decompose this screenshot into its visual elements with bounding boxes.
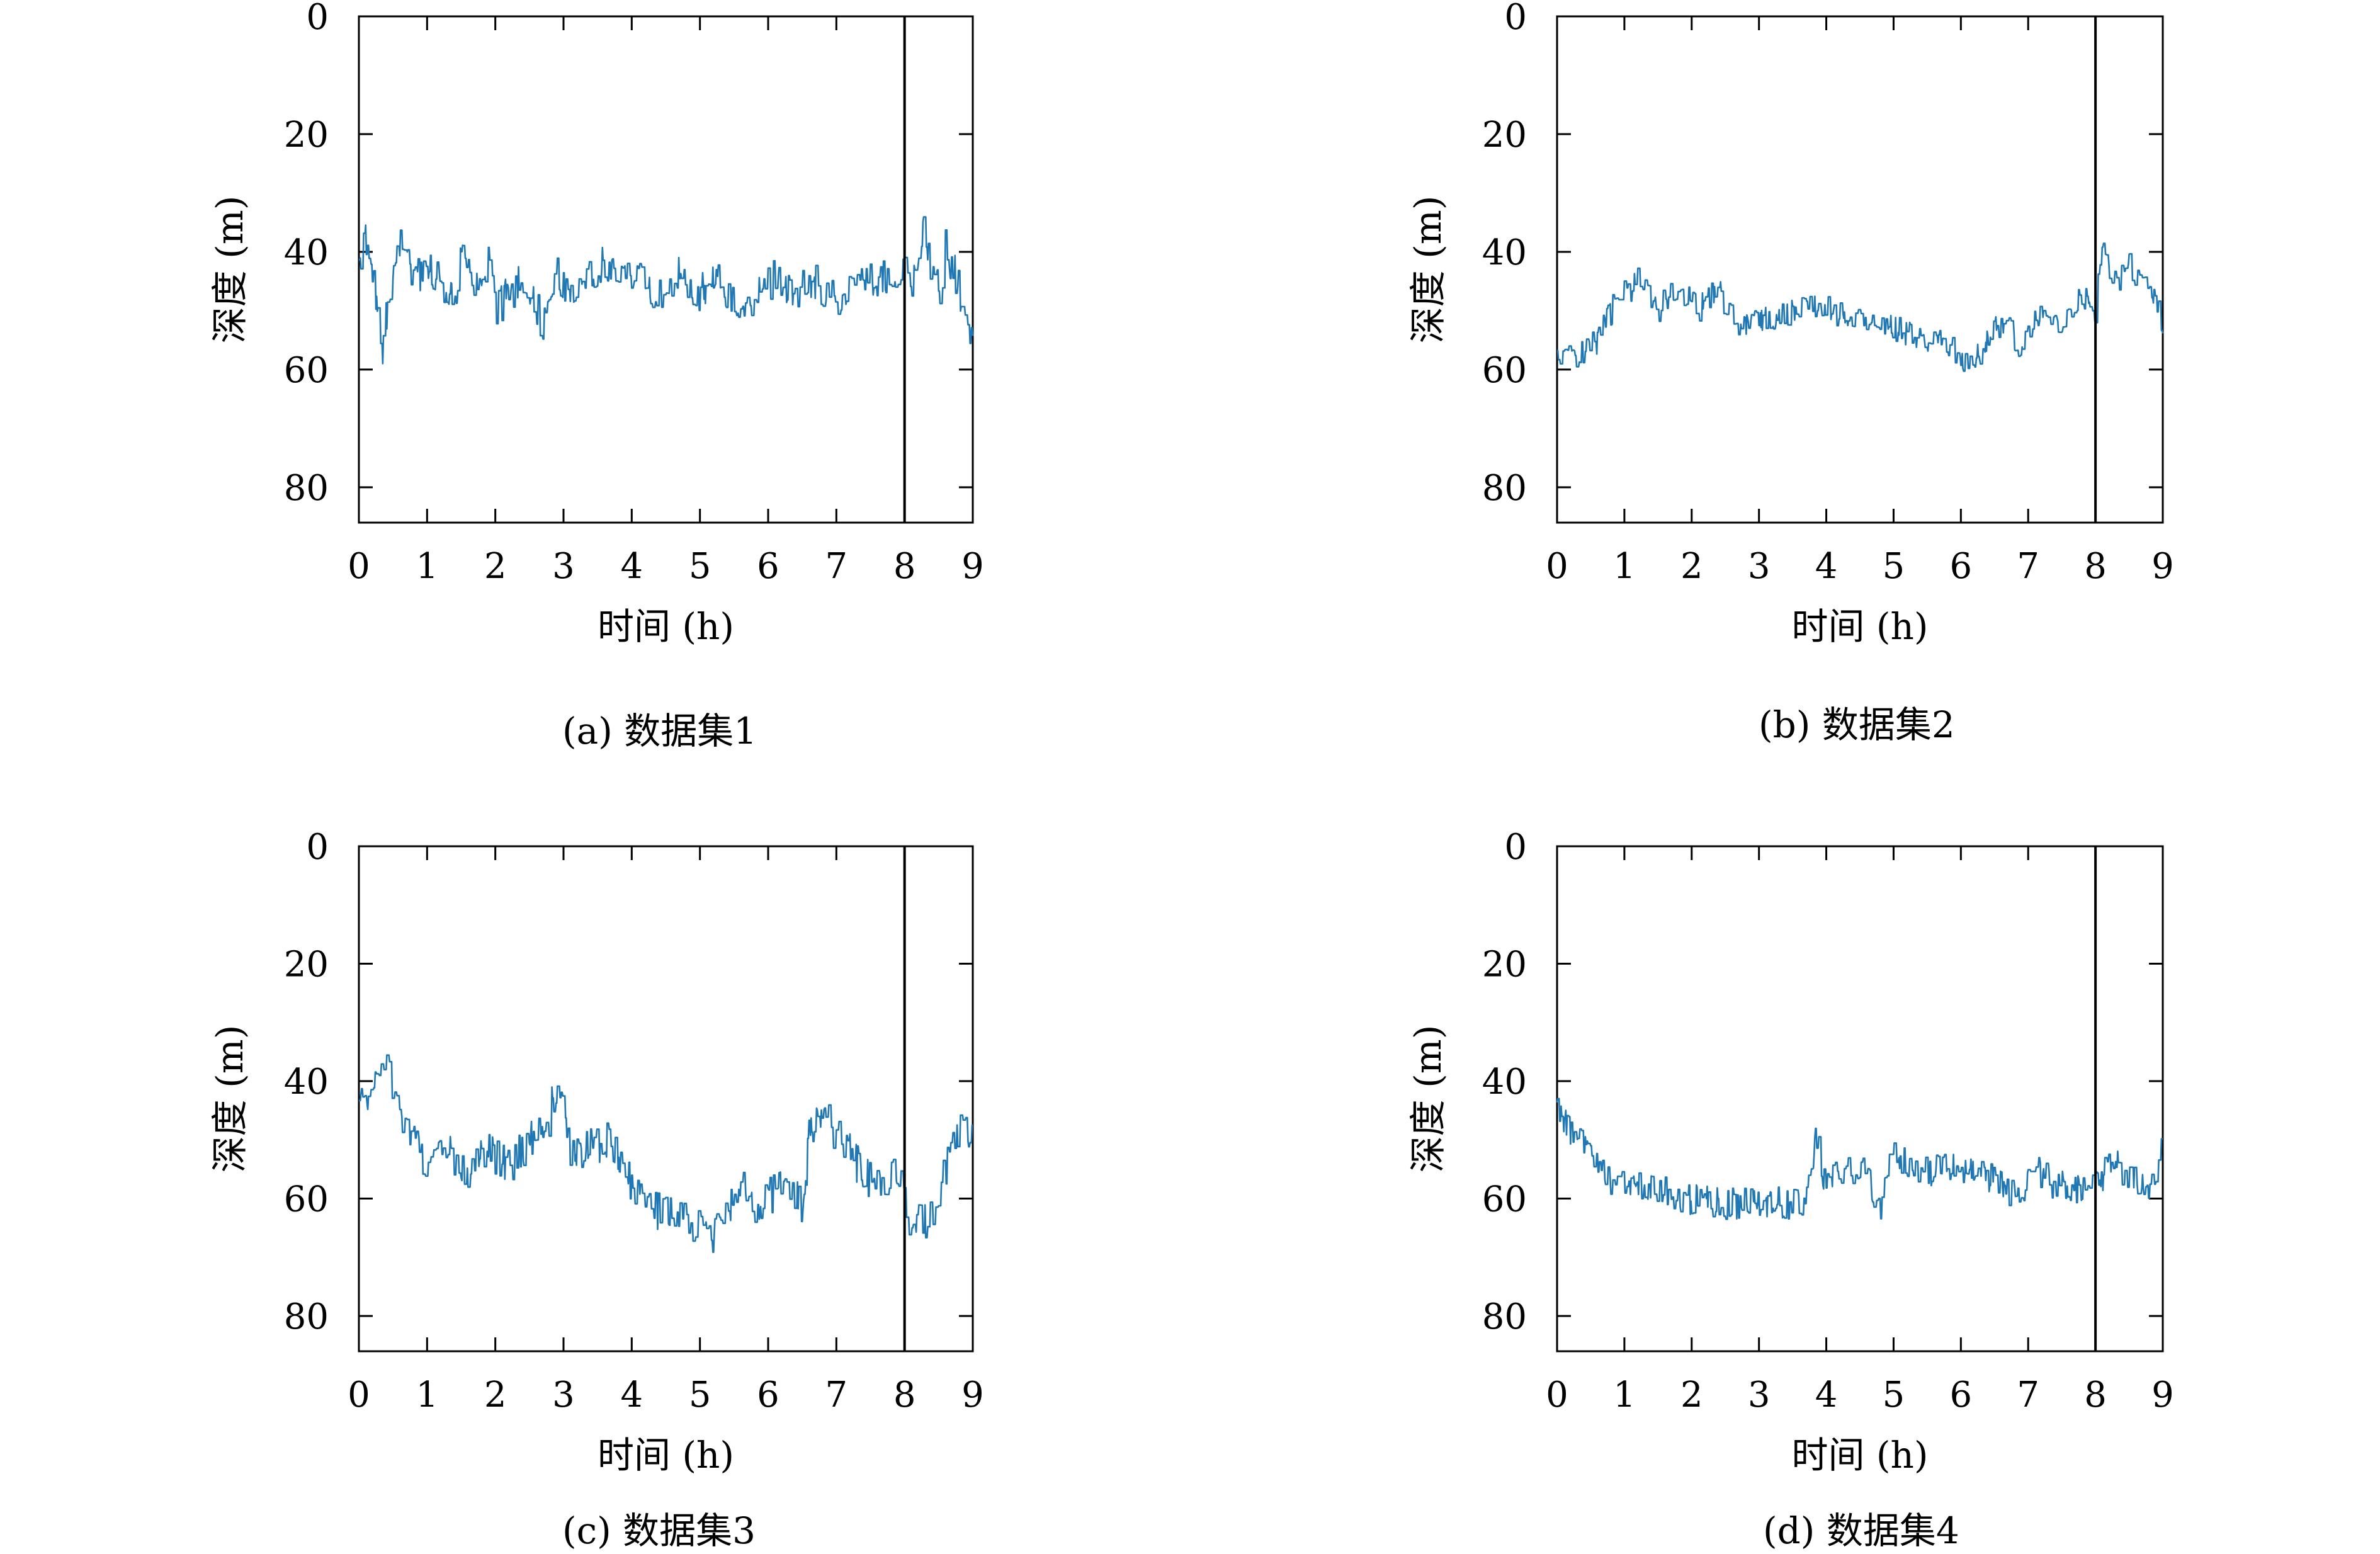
axes-frame-b [1556,15,2164,524]
x-tick-label-b-5: 5 [1883,546,1905,587]
caption-a: (a) 数据集1 [562,710,757,752]
chart-d: 0 20 40 60 80 0 1 2 3 4 5 6 7 8 9 时间 (h) 深度 (m) [1407,827,2174,1477]
chart-a: 0 20 40 60 80 0 1 2 3 4 5 6 7 8 9 时间 (h) 深度 (m) [208,0,984,648]
x-tick-label-a-0: 0 [348,546,370,587]
y-tick-label-c-4: 80 [284,1296,329,1337]
axes-frame-d [1556,845,2164,1353]
y-tick-label-a-4: 80 [284,468,329,509]
y-tick-label-a-1: 20 [284,115,329,156]
x-tick-label-a-5: 5 [689,546,711,587]
x-tick-label-b-4: 4 [1815,546,1838,587]
x-tick-label-c-4: 4 [621,1375,643,1415]
y-tick-label-c-1: 20 [284,944,329,985]
x-axis-label-a: 时间 (h) [598,605,734,648]
y-tick-label-c-0: 0 [306,827,329,868]
axes-frame-a [358,15,974,524]
x-tick-label-a-8: 8 [893,546,916,587]
x-tick-label-a-6: 6 [757,546,779,587]
x-tick-label-b-6: 6 [1950,546,1973,587]
x-tick-label-a-9: 9 [961,546,984,587]
x-tick-label-b-3: 3 [1748,546,1771,587]
y-tick-label-c-2: 40 [284,1062,329,1103]
y-tick-label-a-3: 60 [284,350,329,391]
x-tick-label-b-8: 8 [2084,546,2107,587]
x-tick-label-c-0: 0 [348,1375,370,1415]
y-tick-label-d-4: 80 [1482,1296,1527,1337]
x-tick-label-c-6: 6 [757,1375,779,1415]
depth-series-b [1556,242,2164,372]
x-tick-label-d-1: 1 [1613,1375,1636,1415]
x-tick-label-c-1: 1 [416,1375,439,1415]
caption-c: (c) 数据集3 [562,1509,756,1552]
x-tick-label-b-9: 9 [2151,546,2174,587]
caption-b: (b) 数据集2 [1759,703,1955,746]
x-tick-label-b-7: 7 [2017,546,2039,587]
y-tick-label-d-2: 40 [1482,1062,1527,1103]
y-tick-label-b-1: 20 [1482,115,1527,156]
x-tick-label-d-3: 3 [1748,1375,1771,1415]
panel-b: 0 20 40 60 80 0 1 2 3 4 5 6 7 8 9 时间 (h) 深度 (m) [1190,0,2380,773]
x-tick-label-b-0: 0 [1546,546,1568,587]
x-tick-label-c-2: 2 [484,1375,507,1415]
x-tick-label-c-9: 9 [961,1375,984,1415]
x-tick-label-c-5: 5 [689,1375,711,1415]
x-tick-label-a-2: 2 [484,546,507,587]
x-tick-label-a-4: 4 [621,546,643,587]
caption-d: (d) 数据集4 [1763,1509,1959,1552]
y-axis-label-b: 深度 (m) [1407,196,1449,344]
x-tick-label-d-8: 8 [2084,1375,2107,1415]
x-tick-label-d-0: 0 [1546,1375,1568,1415]
panel-d: 0 20 40 60 80 0 1 2 3 4 5 6 7 8 9 时间 (h) 深度 (m) [1190,773,2380,1547]
panel-c: 0 20 40 60 80 0 1 2 3 4 5 6 7 8 9 时间 (h) 深度 (m) [0,773,1190,1547]
chart-c: 0 20 40 60 80 0 1 2 3 4 5 6 7 8 9 时间 (h) 深度 (m) [208,827,984,1477]
y-tick-label-b-2: 40 [1482,232,1527,273]
y-tick-label-b-4: 80 [1482,468,1527,509]
x-tick-label-b-2: 2 [1680,546,1703,587]
axes-frame-c [358,845,974,1353]
x-tick-label-d-7: 7 [2017,1375,2039,1415]
y-axis-label-a: 深度 (m) [208,196,251,344]
x-tick-label-a-3: 3 [552,546,575,587]
y-tick-label-a-2: 40 [284,232,329,273]
x-axis-label-d: 时间 (h) [1791,1434,1928,1477]
x-tick-label-d-9: 9 [2151,1375,2174,1415]
x-axis-label-b: 时间 (h) [1791,605,1928,648]
x-tick-label-d-2: 2 [1680,1375,1703,1415]
panel-a: 0 20 40 60 80 0 1 2 3 4 5 6 7 8 9 时间 (h) 深度 (m) [0,0,1190,773]
x-tick-label-a-7: 7 [825,546,848,587]
y-tick-label-d-3: 60 [1482,1179,1527,1220]
y-tick-label-b-0: 0 [1504,0,1527,38]
chart-b: 0 20 40 60 80 0 1 2 3 4 5 6 7 8 9 时间 (h) 深度 (m) [1407,0,2174,648]
x-tick-label-d-4: 4 [1815,1375,1838,1415]
depth-series-a [358,216,974,365]
y-tick-label-a-0: 0 [306,0,329,38]
y-tick-label-d-1: 20 [1482,944,1527,985]
y-tick-label-b-3: 60 [1482,350,1527,391]
depth-series-d [1556,1097,2163,1220]
x-tick-label-d-6: 6 [1950,1375,1973,1415]
x-tick-label-a-1: 1 [416,546,439,587]
y-tick-label-c-3: 60 [284,1179,329,1220]
x-tick-label-c-7: 7 [825,1375,848,1415]
x-tick-label-c-3: 3 [552,1375,575,1415]
depth-series-c [358,1054,973,1254]
y-axis-label-d: 深度 (m) [1407,1025,1449,1173]
x-tick-label-b-1: 1 [1613,546,1636,587]
x-axis-label-c: 时间 (h) [598,1434,734,1477]
y-tick-label-d-0: 0 [1504,827,1527,868]
y-axis-label-c: 深度 (m) [208,1025,251,1173]
x-tick-label-c-8: 8 [893,1375,916,1415]
x-tick-label-d-5: 5 [1883,1375,1905,1415]
